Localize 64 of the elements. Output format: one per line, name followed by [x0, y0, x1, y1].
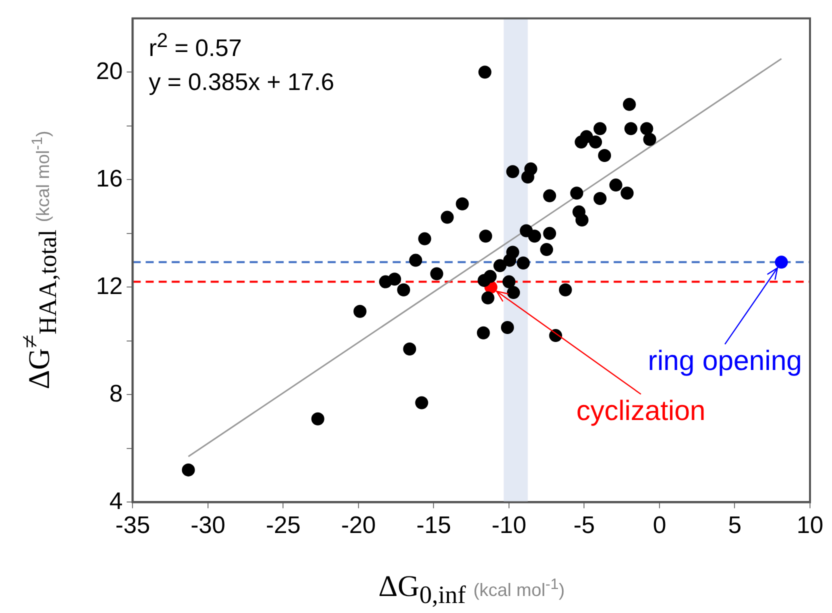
point [481, 291, 494, 304]
x-tick-label: -30 [190, 512, 226, 540]
x-tick-label: 10 [796, 512, 824, 540]
point [484, 270, 497, 283]
point [774, 256, 788, 269]
point [506, 165, 520, 178]
point [540, 243, 554, 256]
x-axis-title: ΔG$_{0,inf}$ (kcal mol$^{-1}$) [378, 570, 565, 610]
point [643, 132, 656, 146]
point [620, 186, 634, 200]
x-tick-label: -15 [416, 512, 452, 540]
point [478, 66, 492, 79]
annotation: cyclization [576, 394, 706, 426]
point [580, 130, 593, 144]
point [311, 412, 324, 426]
point [403, 342, 416, 356]
point [456, 197, 469, 210]
x-tick-label: -20 [341, 512, 376, 540]
y-tick-label: 20 [96, 58, 123, 85]
x-tick-label: -5 [574, 512, 595, 540]
point [558, 283, 572, 296]
y-tick-label: 8 [109, 380, 123, 408]
point [388, 272, 402, 286]
point [409, 254, 422, 267]
point [594, 122, 607, 136]
point [609, 178, 622, 192]
point [430, 267, 444, 280]
point [506, 246, 520, 259]
y-tick-label: 4 [109, 488, 123, 515]
point [182, 463, 195, 476]
point [476, 326, 490, 340]
point [589, 136, 602, 149]
x-tick-label: 5 [728, 512, 742, 540]
point [622, 98, 636, 111]
point [440, 210, 454, 224]
point [397, 283, 410, 296]
point [528, 230, 542, 243]
point [415, 396, 428, 410]
x-tick-label: 0 [652, 512, 666, 540]
y-tick-label: 16 [96, 165, 123, 192]
point [516, 256, 530, 270]
point [524, 162, 538, 176]
point [500, 320, 514, 334]
annotation: ring opening [648, 344, 802, 376]
x-tick-label: -25 [266, 512, 301, 540]
point [506, 286, 520, 300]
point [502, 275, 516, 288]
point [418, 232, 432, 246]
point [624, 122, 638, 136]
point [594, 192, 607, 205]
point [575, 213, 588, 226]
annotation: y = 0.385x + 17.6 [148, 68, 334, 98]
point [640, 122, 654, 136]
point [543, 226, 556, 240]
point [479, 230, 492, 243]
x-tick-label: -10 [492, 512, 526, 540]
point [353, 304, 366, 318]
point [570, 186, 584, 200]
point [598, 148, 612, 162]
annotation: r$^{2}$ = 0.57 [148, 29, 243, 64]
x-tick-label: -35 [115, 512, 150, 540]
point [543, 189, 556, 202]
point [493, 259, 506, 272]
y-tick-label: 12 [96, 272, 123, 300]
